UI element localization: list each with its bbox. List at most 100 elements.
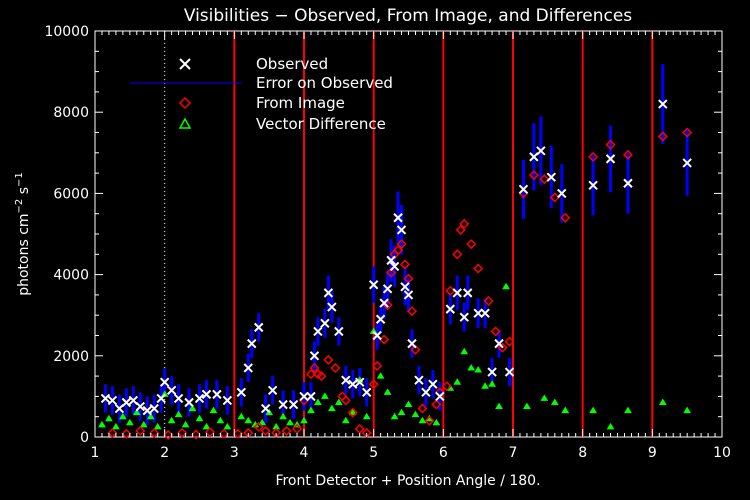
observed-point (623, 178, 633, 188)
image-point (399, 259, 411, 270)
difference-point (125, 418, 134, 426)
difference-point (202, 422, 211, 430)
observed-point (389, 261, 400, 272)
observed-point (658, 99, 668, 109)
difference-point (146, 412, 155, 420)
y-tick-label: 10000 (44, 24, 89, 40)
difference-point (502, 282, 510, 290)
difference-point (174, 410, 183, 418)
difference-point (362, 412, 371, 420)
difference-point (488, 380, 496, 387)
x-tick-label: 9 (648, 445, 657, 461)
observed-point (267, 385, 278, 396)
image-point (539, 174, 550, 185)
image-point (121, 428, 132, 439)
image-point (396, 239, 407, 250)
image-point (149, 427, 160, 439)
image-point (163, 429, 174, 441)
observed-point (435, 391, 445, 402)
x-tick-label: 7 (509, 445, 518, 461)
observed-point (403, 290, 414, 300)
difference-point (181, 420, 190, 428)
observed-point (306, 391, 316, 402)
x-tick-label: 2 (160, 445, 169, 461)
difference-point (167, 416, 176, 424)
observed-point (372, 330, 382, 341)
x-tick-label: 3 (230, 445, 239, 461)
difference-point (467, 364, 476, 371)
difference-point (334, 398, 343, 405)
image-point (410, 344, 421, 355)
observed-point (247, 338, 257, 349)
observed-point (334, 326, 344, 337)
image-point (340, 395, 351, 406)
observed-point (407, 338, 417, 349)
observed-point (278, 399, 288, 410)
difference-point (307, 406, 315, 414)
observed-point (355, 377, 365, 387)
observed-point (463, 288, 473, 298)
x-tick-label: 4 (300, 445, 309, 461)
image-point (107, 427, 118, 439)
image-point (528, 170, 539, 181)
image-point (657, 131, 668, 142)
difference-point (132, 408, 141, 416)
difference-point (418, 416, 427, 424)
observed-point (299, 391, 309, 402)
image-point (441, 381, 452, 392)
observed-point (254, 322, 264, 333)
observed-point (194, 393, 205, 404)
detector-lines (164, 31, 654, 437)
observed-point (400, 282, 410, 292)
observed-point (428, 379, 438, 389)
observed-point (682, 158, 692, 168)
observed-point (445, 304, 456, 314)
observed-point (309, 351, 320, 361)
image-point (177, 427, 188, 439)
image-point (379, 334, 390, 345)
observed-point (368, 280, 379, 290)
observed-point (135, 401, 145, 412)
difference-point (432, 418, 441, 426)
difference-point (376, 372, 385, 379)
difference-point (237, 412, 246, 420)
observed-point (393, 213, 403, 223)
image-point (459, 218, 470, 229)
difference-point (348, 408, 357, 416)
difference-point (244, 416, 253, 424)
observed-point (588, 180, 598, 190)
axis-ticks: 1 2 3 4 5 6 7 8 9 10 0 2000 4000 6000 8000 10000 (44, 24, 730, 461)
difference-point (606, 422, 615, 430)
observed-point (149, 403, 159, 414)
x-axis-label: Front Detector + Position Angle / 180. (275, 473, 540, 489)
difference-point (561, 406, 570, 414)
image-point (253, 421, 264, 432)
difference-point (105, 414, 113, 422)
image-point (291, 423, 303, 434)
image-point (323, 354, 334, 365)
image-point (309, 362, 320, 374)
legend-label: From Image (256, 94, 345, 112)
observed-point (173, 393, 184, 404)
image-point (368, 379, 379, 390)
difference-point (411, 410, 420, 418)
image-point (452, 249, 463, 260)
observed-point (107, 395, 118, 406)
x-tick-label: 1 (91, 445, 100, 461)
observed-point (320, 318, 330, 329)
observed-points (100, 99, 692, 416)
observed-point (288, 399, 299, 410)
observed-point (518, 184, 529, 195)
image-point (260, 425, 271, 436)
observed-point (605, 154, 616, 164)
observed-point (375, 314, 386, 324)
observed-point (327, 302, 337, 312)
observed-point (212, 389, 222, 400)
observed-point (201, 389, 212, 400)
image-point (490, 326, 501, 337)
y-tick-label: 6000 (53, 186, 89, 202)
difference-point (321, 392, 329, 399)
image-point (204, 427, 216, 438)
